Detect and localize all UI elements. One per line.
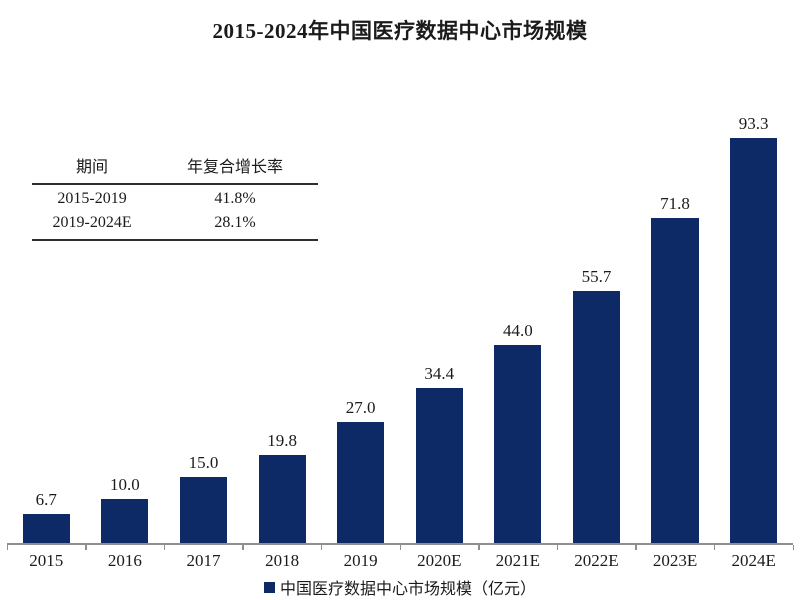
bar-slot: 44.0 bbox=[479, 115, 558, 545]
bar-value-label: 55.7 bbox=[581, 267, 612, 286]
x-axis-label: 2015 bbox=[29, 551, 64, 570]
axis-tick bbox=[242, 545, 244, 550]
bar-slot: 55.7 bbox=[557, 115, 636, 545]
x-axis-label: 2017 bbox=[186, 551, 221, 570]
bar-slot: 71.8 bbox=[636, 115, 715, 545]
axis-tick bbox=[320, 545, 323, 550]
bar-series: 6.7 10.0 15.0 19.8 27.0 34.4 44.0 55.7 71.8 93.3 bbox=[7, 115, 793, 545]
x-axis-label: 2021E bbox=[495, 551, 541, 570]
bar-value-label: 71.8 bbox=[660, 194, 690, 213]
bar bbox=[337, 422, 385, 545]
cagr-value-cell: 41.8% bbox=[214, 190, 256, 207]
x-axis-label: 2022E bbox=[574, 551, 619, 570]
bar-value-label: 27.0 bbox=[345, 398, 376, 417]
bar bbox=[179, 477, 228, 545]
bar-slot: 34.4 bbox=[400, 115, 479, 545]
axis-tick bbox=[478, 545, 480, 550]
axis-tick bbox=[399, 545, 401, 550]
cagr-table-header-period: 期间 bbox=[76, 159, 109, 176]
axis-tick bbox=[556, 545, 559, 550]
bar bbox=[494, 345, 542, 545]
cagr-period-cell: 2019-2024E bbox=[52, 214, 132, 231]
x-axis-label: 2020E bbox=[417, 551, 462, 570]
cagr-table: 期间 年复合增长率 2015-2019 41.8% 2019-2024E 28.1% bbox=[32, 150, 318, 241]
bar bbox=[651, 218, 699, 545]
cagr-table-header-rate: 年复合增长率 bbox=[187, 159, 284, 176]
bar-slot: 27.0 bbox=[321, 115, 400, 545]
bar-value-label: 6.7 bbox=[35, 490, 57, 509]
bar-value-label: 15.0 bbox=[188, 453, 219, 472]
bar bbox=[572, 291, 621, 545]
x-axis-labels: 2015 2016 2017 2018 2019 2020E 2021E 2022E 2023E… bbox=[7, 551, 793, 571]
bar-value-label: 93.3 bbox=[738, 114, 769, 133]
axis-tick bbox=[163, 545, 166, 550]
axis-tick bbox=[792, 545, 794, 550]
x-axis-label: 2016 bbox=[107, 551, 142, 570]
x-axis-label: 2018 bbox=[265, 551, 300, 570]
bar-value-label: 34.4 bbox=[424, 364, 455, 383]
x-axis-label: 2023E bbox=[652, 551, 698, 570]
bar bbox=[415, 388, 463, 545]
bar-slot: 6.7 bbox=[7, 115, 86, 545]
axis-tick bbox=[85, 545, 87, 550]
bar-value-label: 10.0 bbox=[110, 475, 140, 494]
cagr-period-cell: 2015-2019 bbox=[57, 190, 127, 207]
bar-value-label: 19.8 bbox=[267, 431, 297, 450]
bar-slot: 15.0 bbox=[164, 115, 243, 545]
legend: 中国医疗数据中心市场规模（亿元） bbox=[0, 575, 800, 599]
legend-square-icon bbox=[263, 581, 275, 593]
chart-title: 2015-2024年中国医疗数据中心市场规模 bbox=[212, 19, 588, 43]
legend-label: 中国医疗数据中心市场规模（亿元） bbox=[279, 581, 536, 598]
axis-tick bbox=[635, 545, 637, 550]
cagr-table-row: 2019-2024E 28.1% bbox=[32, 211, 318, 235]
x-axis-label: 2019 bbox=[343, 551, 378, 570]
bar bbox=[730, 138, 778, 545]
bar-value-label: 44.0 bbox=[502, 321, 533, 340]
cagr-table-header-row: 期间 年复合增长率 bbox=[32, 150, 318, 185]
cagr-table-row: 2015-2019 41.8% bbox=[32, 187, 318, 211]
x-axis-line bbox=[7, 543, 793, 545]
axis-tick bbox=[6, 545, 8, 550]
x-axis-ticks bbox=[6, 545, 794, 551]
bar-slot: 10.0 bbox=[86, 115, 165, 545]
cagr-value-cell: 28.1% bbox=[214, 214, 256, 231]
axis-tick bbox=[713, 545, 716, 550]
bar-slot: 93.3 bbox=[714, 115, 793, 545]
bar bbox=[22, 514, 70, 545]
bar bbox=[258, 455, 306, 545]
cagr-table-body: 2015-2019 41.8% 2019-2024E 28.1% bbox=[32, 185, 318, 241]
bar-slot: 19.8 bbox=[243, 115, 322, 545]
bar bbox=[101, 499, 149, 545]
x-axis-label: 2024E bbox=[731, 551, 776, 570]
